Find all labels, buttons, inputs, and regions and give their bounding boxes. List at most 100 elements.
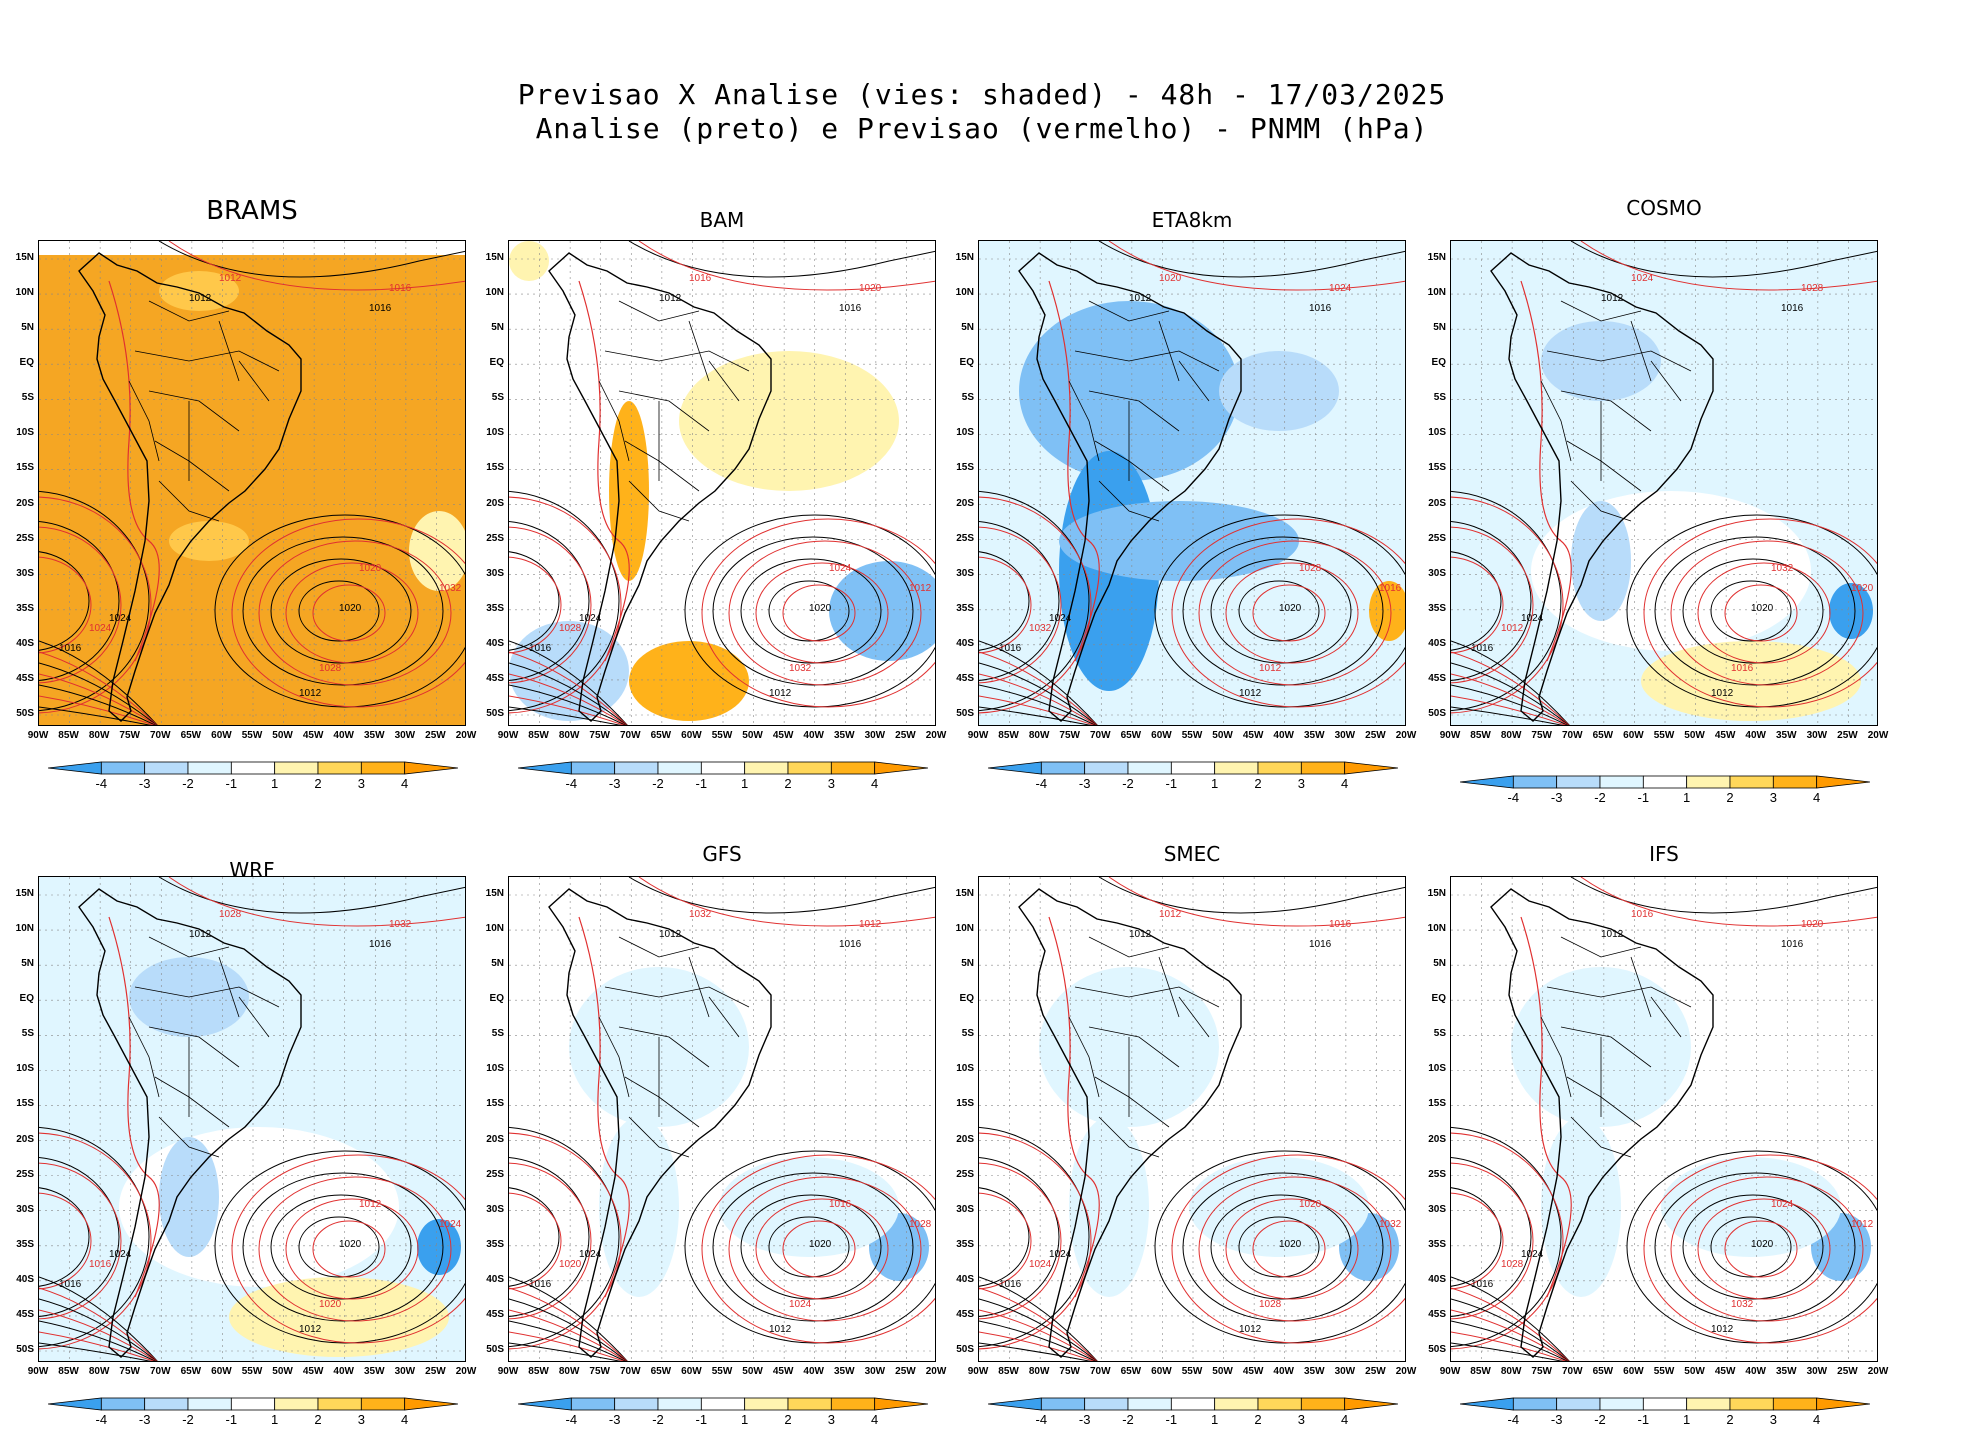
- latitude-label: 10S: [1428, 1063, 1446, 1075]
- longitude-label: 85W: [1470, 1366, 1491, 1377]
- forecast-isobar: [1580, 877, 1877, 927]
- analysis-isobar: [1451, 640, 1570, 725]
- forecast-isobar-label: 1020: [1299, 1199, 1322, 1210]
- latitude-label: 10S: [486, 1063, 504, 1075]
- bias-patch: [829, 561, 935, 661]
- analysis-isobar-label: 1012: [1711, 688, 1734, 699]
- analysis-isobar-label: 1012: [189, 293, 212, 304]
- forecast-isobar: [1451, 496, 1564, 714]
- colorbar-swatch: [187, 761, 232, 775]
- longitude-label: 25W: [895, 730, 916, 741]
- analysis-isobar: [39, 684, 157, 725]
- latitude-label: 25S: [1428, 1168, 1446, 1180]
- forecast-isobar: [39, 496, 152, 714]
- analysis-isobar: [242, 1172, 444, 1322]
- longitude-label: 45W: [772, 730, 794, 741]
- longitude-label: 25W: [425, 730, 446, 741]
- latitude-label: 5S: [21, 1028, 34, 1040]
- longitude-label: 20W: [1867, 1366, 1889, 1377]
- analysis-isobar: [1451, 490, 1562, 712]
- colorbar-label: 1: [271, 776, 279, 791]
- longitude-label: 50W: [1684, 1366, 1705, 1377]
- country-border: [148, 390, 240, 432]
- colorbar-label: -3: [1550, 1412, 1563, 1427]
- analysis-isobar-label: 1012: [299, 688, 322, 699]
- longitude-label: 35W: [364, 1366, 385, 1377]
- analysis-isobar: [509, 551, 560, 651]
- longitude-label: 45W: [1242, 730, 1264, 741]
- longitude-label: 65W: [180, 730, 202, 741]
- country-border: [1650, 996, 1682, 1038]
- colorbar-label: 1: [271, 1412, 279, 1427]
- forecast-isobar: [1670, 540, 1864, 686]
- analysis-isobar-label: 1016: [1471, 643, 1494, 654]
- colorbar-label: -1: [695, 776, 708, 791]
- latitude-label: 15N: [485, 252, 504, 263]
- analysis-isobar-label: 1016: [839, 939, 862, 950]
- colorbar-label: 4: [1341, 1412, 1349, 1427]
- bias-patch: [509, 621, 629, 721]
- colorbar-swatch: [1772, 775, 1818, 789]
- latitude-label: 10N: [1427, 923, 1446, 935]
- panel-title: COSMO: [1626, 196, 1702, 220]
- forecast-isobar-label: 1024: [1771, 1199, 1794, 1210]
- longitude-label: 60W: [681, 730, 702, 741]
- analysis-isobar: [979, 551, 1030, 651]
- analysis-isobar: [509, 490, 620, 712]
- analysis-isobar: [979, 1342, 1092, 1361]
- colorbar-label: 1: [1211, 1412, 1219, 1427]
- latitude-label: 5N: [491, 322, 504, 334]
- analysis-isobar: [1238, 580, 1320, 642]
- colorbar-label: 2: [1254, 1412, 1262, 1427]
- analysis-isobar: [979, 1157, 1060, 1317]
- latitude-label: 15S: [486, 1098, 504, 1110]
- colorbar-label: -1: [1165, 1412, 1178, 1427]
- latitude-label: 35S: [16, 1238, 34, 1250]
- latitude-label: 25S: [486, 532, 504, 544]
- colorbar-label: -1: [1165, 776, 1178, 791]
- colorbar: [47, 761, 459, 775]
- figure-title-line2: Analise (preto) e Previsao (vermelho) - …: [535, 112, 1429, 145]
- longitude-label: 50W: [1212, 1366, 1233, 1377]
- analysis-isobar: [1451, 1126, 1562, 1348]
- colorbar-label: 3: [1769, 1412, 1777, 1427]
- analysis-isobar-label: 1012: [1601, 293, 1624, 304]
- latitude-label: 20S: [486, 497, 504, 509]
- analysis-isobar: [298, 580, 380, 642]
- forecast-isobar: [979, 1162, 1062, 1320]
- forecast-isobar-label: 1032: [389, 919, 412, 930]
- colorbar-label: 2: [1254, 776, 1262, 791]
- analysis-isobar-label: 1016: [999, 643, 1022, 654]
- forecast-isobar-label: 1032: [1029, 623, 1052, 634]
- forecast-isobar-label: 1028: [909, 1219, 932, 1230]
- forecast-isobar: [1225, 1198, 1359, 1300]
- forecast-isobar: [1580, 241, 1877, 291]
- colorbar-container: [987, 1396, 1399, 1415]
- latitude-label: 50S: [486, 708, 504, 719]
- country-border: [128, 380, 160, 462]
- forecast-isobar: [509, 673, 627, 725]
- forecast-isobar: [108, 280, 160, 662]
- longitude-label: 80W: [1500, 730, 1522, 741]
- forecast-isobar-label: 1020: [859, 283, 882, 294]
- latitude-label: EQ: [959, 357, 974, 369]
- forecast-isobar: [312, 584, 386, 642]
- longitude-label: 25W: [1365, 730, 1386, 741]
- analysis-isobar: [39, 662, 158, 725]
- latitude-label: 5N: [1433, 958, 1446, 970]
- longitude-label: 90W: [967, 730, 989, 741]
- colorbar-swatch: [1344, 1397, 1399, 1411]
- country-border: [238, 996, 270, 1038]
- forecast-isobar: [39, 651, 158, 725]
- longitude-label: 35W: [364, 730, 385, 741]
- longitude-label: 40W: [333, 730, 354, 741]
- analysis-isobar: [1451, 1320, 1569, 1361]
- latitude-label: EQ: [489, 357, 504, 369]
- longitude-label: 50W: [742, 730, 763, 741]
- forecast-isobar: [509, 556, 562, 654]
- analysis-isobar: [509, 1157, 590, 1317]
- forecast-isobar: [979, 695, 1095, 725]
- country-border: [1088, 300, 1170, 322]
- longitude-label: 85W: [1470, 730, 1491, 741]
- colorbar-swatch: [570, 1397, 616, 1411]
